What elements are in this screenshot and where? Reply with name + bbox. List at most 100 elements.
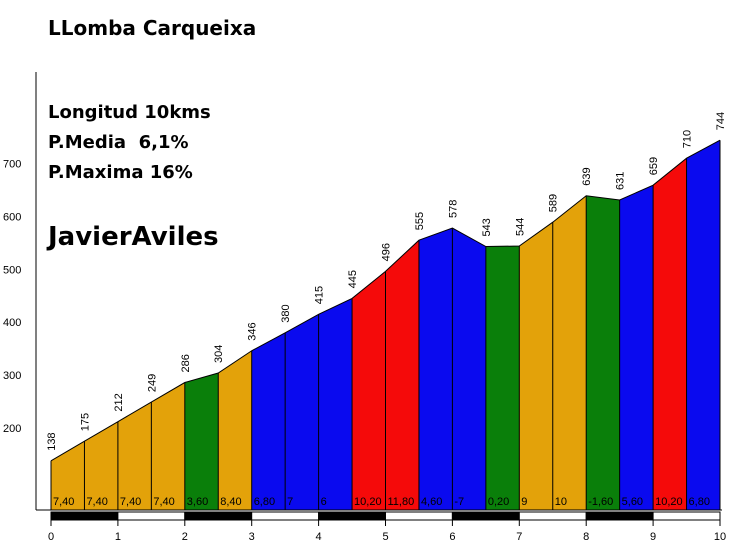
profile-segment-12 <box>418 228 453 510</box>
x-tick-label-1: 1 <box>115 531 121 543</box>
grade-label-9: 6 <box>321 496 327 508</box>
grade-label-4: 7,40 <box>153 496 174 508</box>
grade-label-20: 6,80 <box>689 496 710 508</box>
profile-segment-6 <box>218 350 252 510</box>
grade-label-7: 6,80 <box>254 496 275 508</box>
elevation-label-4: 286 <box>180 354 192 372</box>
elevation-label-17: 631 <box>615 172 627 190</box>
elevation-label-3: 249 <box>146 374 158 392</box>
profile-segment-18 <box>619 185 654 510</box>
grade-labels: 7,40 7,40 7,40 7,40 3,60 8,40 6,80 7 6 10,20 11,80… <box>53 496 710 508</box>
elevation-labels: 138 175 212 249 286 304 346 380 415 445 496 555 578 5… <box>46 112 727 451</box>
x-tick-label-7: 7 <box>516 531 522 543</box>
axes: 200 300 400 500 600 700 <box>3 72 722 511</box>
y-tick-label-500: 500 <box>3 264 21 276</box>
chart-title: LLomba Carqueixa <box>48 16 257 40</box>
x-tick-label-5: 5 <box>382 531 388 543</box>
elevation-label-18: 659 <box>648 157 660 175</box>
x-tick-label-2: 2 <box>182 531 188 543</box>
grade-label-8: 7 <box>287 496 293 508</box>
y-tick-label-400: 400 <box>3 317 21 329</box>
scale-bar-block-4 <box>318 511 387 521</box>
grade-label-2: 7,40 <box>86 496 107 508</box>
profile-segment-11 <box>385 240 419 510</box>
profile-segment-20 <box>686 140 720 510</box>
elevation-label-19: 710 <box>682 130 694 148</box>
segment-dividers <box>50 139 721 510</box>
scale-bar-block-0 <box>50 511 119 521</box>
scale-bar-block-5 <box>385 511 453 521</box>
profile-segment-19 <box>653 158 687 510</box>
profile-segment-3 <box>117 402 152 510</box>
profile-segment-16 <box>552 195 587 511</box>
grade-label-18: 5,60 <box>622 496 643 508</box>
x-tick-label-10: 10 <box>714 531 726 543</box>
elevation-label-5: 304 <box>213 345 225 363</box>
profile-segment-15 <box>519 222 553 510</box>
scale-bar-block-1 <box>117 511 186 521</box>
elevation-label-15: 589 <box>548 194 560 212</box>
info-average-grade: P.Media 6,1% <box>48 132 189 153</box>
profile-segment-14 <box>485 246 520 511</box>
scale-bar-block-8 <box>585 511 654 521</box>
scale-bar-block-2 <box>184 511 253 521</box>
y-tick-label-600: 600 <box>3 211 21 223</box>
profile-segments <box>51 140 720 511</box>
grade-label-3: 7,40 <box>120 496 141 508</box>
y-tick-label-300: 300 <box>3 370 21 382</box>
profile-segment-17 <box>586 195 620 511</box>
distance-scale-bar: 0 1 2 3 4 5 6 7 8 9 10 <box>48 511 726 543</box>
elevation-label-0: 138 <box>46 432 58 450</box>
elevation-label-10: 496 <box>381 243 393 261</box>
author-name: JavierAviles <box>48 222 219 252</box>
elevation-label-20: 744 <box>715 112 727 130</box>
x-tick-label-6: 6 <box>449 531 455 543</box>
elevation-label-7: 380 <box>280 304 292 322</box>
info-length: Longitud 10kms <box>48 102 211 123</box>
profile-segment-1 <box>51 441 85 510</box>
grade-label-13: -7 <box>454 496 464 508</box>
elevation-label-12: 578 <box>447 200 459 218</box>
grade-label-12: 4,60 <box>421 496 442 508</box>
grade-label-10: 10,20 <box>354 496 382 508</box>
elevation-label-6: 346 <box>247 322 259 340</box>
scale-bar-block-9 <box>652 511 721 521</box>
profile-segment-4 <box>151 382 185 510</box>
profile-segment-13 <box>452 228 486 510</box>
grade-label-6: 8,40 <box>220 496 241 508</box>
x-tick-label-8: 8 <box>583 531 589 543</box>
profile-segment-8 <box>285 314 319 510</box>
y-tick-label-700: 700 <box>3 159 21 171</box>
info-max-grade: P.Maxima 16% <box>48 162 193 183</box>
profile-segment-9 <box>318 298 353 510</box>
x-tick-label-0: 0 <box>48 531 54 543</box>
profile-segment-5 <box>184 372 219 510</box>
grade-label-11: 11,80 <box>388 496 415 508</box>
profile-segment-10 <box>352 271 386 510</box>
x-tick-label-3: 3 <box>249 531 255 543</box>
grade-label-15: 9 <box>521 496 527 508</box>
scale-bar-block-6 <box>451 511 520 521</box>
x-tick-label-9: 9 <box>650 531 656 543</box>
grade-label-14: 0,20 <box>488 496 509 508</box>
elevation-label-11: 555 <box>414 212 426 230</box>
elevation-label-1: 175 <box>79 413 91 431</box>
grade-label-17: -1,60 <box>588 496 613 508</box>
elevation-label-8: 415 <box>314 286 326 304</box>
grade-label-5: 3,60 <box>187 496 208 508</box>
elevation-label-16: 639 <box>581 167 593 185</box>
scale-bar-block-7 <box>518 511 587 521</box>
x-tick-label-4: 4 <box>316 531 322 543</box>
grade-label-19: 10,20 <box>655 496 683 508</box>
grade-label-1: 7,40 <box>53 496 74 508</box>
profile-segment-2 <box>84 421 118 510</box>
y-tick-label-200: 200 <box>3 423 21 435</box>
scale-bar-block-3 <box>251 511 320 521</box>
elevation-label-2: 212 <box>113 393 125 411</box>
profile-segment-7 <box>251 332 286 510</box>
elevation-label-13: 543 <box>481 218 493 236</box>
elevation-label-9: 445 <box>347 270 359 288</box>
elevation-label-14: 544 <box>514 218 526 236</box>
grade-label-16: 10 <box>555 496 567 508</box>
